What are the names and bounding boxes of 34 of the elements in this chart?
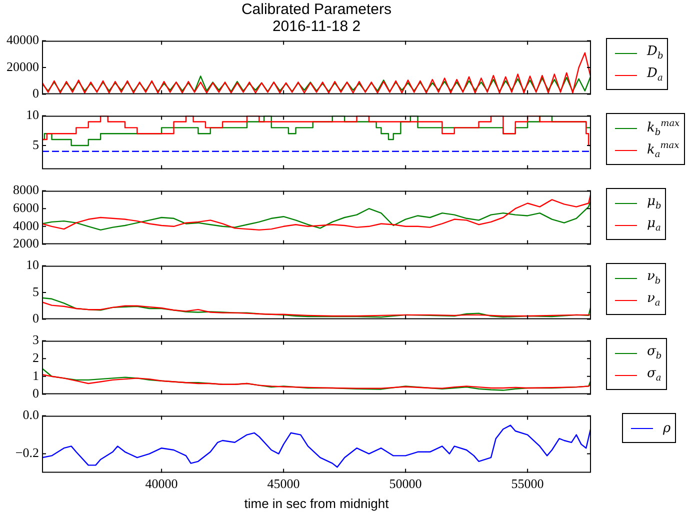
legend-label: D$_{a}$ — [647, 66, 663, 84]
x-tick-label: 50000 — [389, 476, 422, 492]
y-tick-label: 10 — [26, 107, 39, 122]
legend-label: D$_{b}$ — [647, 44, 664, 62]
y-tick-label: 10 — [26, 257, 39, 272]
y-tick-label: 0 — [32, 310, 39, 326]
chart-subtitle: 2016-11-18 2 — [271, 18, 362, 35]
y-tick-label: 2000 — [13, 236, 39, 251]
y-tick-label: 1 — [32, 368, 39, 383]
legend-label: ν$_{a}$ — [647, 291, 660, 309]
y-tick-label: 0 — [32, 86, 39, 101]
y-tick-label: 4000 — [13, 218, 39, 233]
y-tick-label: 5 — [32, 136, 39, 152]
legend-label: σ$_{b}$ — [647, 344, 662, 362]
chart-title: Calibrated Parameters — [240, 1, 393, 18]
legend-label: ρ — [663, 420, 671, 436]
y-tick-label: 6000 — [13, 200, 39, 216]
y-tick-label: −0.2 — [15, 445, 39, 460]
y-tick-label: 0.0 — [22, 407, 39, 422]
x-tick-label: 40000 — [145, 476, 178, 492]
legend-label: μ$_{a}$ — [647, 216, 661, 234]
legend-label: ν$_{b}$ — [647, 269, 661, 287]
y-tick-label: 0 — [32, 386, 39, 401]
x-tick-label: 45000 — [267, 476, 300, 492]
y-tick-label: 2 — [32, 350, 39, 366]
x-axis-title: time in sec from midnight — [244, 496, 390, 511]
y-tick-label: 40000 — [6, 32, 39, 48]
y-tick-label: 8000 — [13, 182, 39, 198]
y-tick-label: 5 — [32, 284, 39, 299]
legend-label: μ$_{b}$ — [647, 194, 662, 212]
y-tick-label: 20000 — [6, 58, 39, 74]
legend-label: σ$_{a}$ — [647, 366, 662, 384]
y-tick-label: 3 — [32, 332, 39, 348]
x-tick-label: 55000 — [511, 476, 544, 492]
